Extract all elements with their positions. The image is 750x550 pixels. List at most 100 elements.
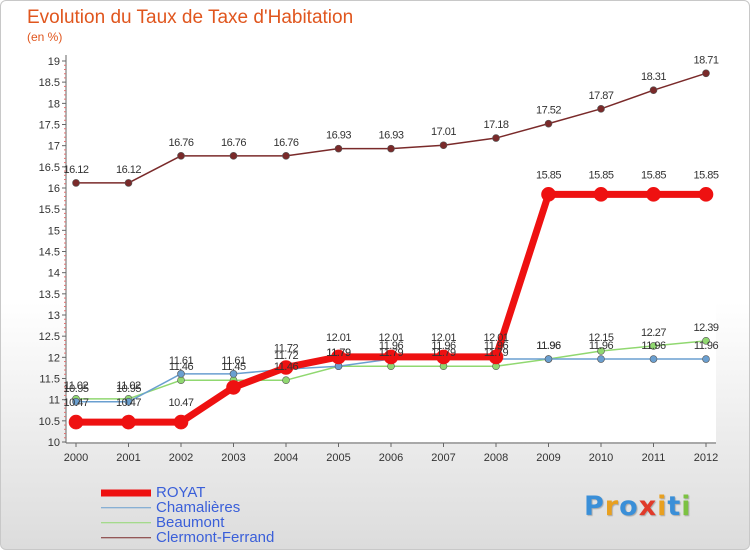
data-point-beaumont bbox=[282, 376, 290, 384]
data-label-clermont-ferrand: 17.01 bbox=[431, 126, 456, 138]
y-tick-label: 16 bbox=[48, 183, 60, 195]
x-tick-label: 2010 bbox=[589, 452, 613, 464]
legend-swatch bbox=[101, 536, 151, 539]
data-point-royat bbox=[646, 187, 661, 202]
data-label-chamalieres: 11.61 bbox=[169, 355, 194, 367]
data-label-chamalieres: 11.96 bbox=[379, 340, 404, 352]
data-point-chamalieres bbox=[124, 397, 133, 406]
data-label-clermont-ferrand: 16.12 bbox=[63, 164, 88, 176]
data-point-royat bbox=[593, 187, 609, 202]
data-label-clermont-ferrand: 16.93 bbox=[326, 130, 351, 142]
y-tick-label: 13.5 bbox=[39, 289, 60, 301]
data-point-clermont-ferrand bbox=[229, 152, 238, 160]
data-point-royat bbox=[173, 414, 189, 430]
data-label-chamalieres: 10.95 bbox=[63, 383, 88, 395]
data-label-royat: 12.01 bbox=[326, 332, 351, 344]
data-point-royat bbox=[488, 349, 504, 365]
data-point-royat bbox=[278, 360, 294, 375]
legend-item-chamalieres: Chamalières bbox=[101, 500, 274, 515]
y-tick-label: 14.5 bbox=[39, 247, 60, 259]
y-tick-label: 15 bbox=[48, 225, 60, 237]
x-tick-label: 2003 bbox=[221, 452, 245, 464]
y-tick-label: 16.5 bbox=[39, 162, 60, 174]
logo-letter: r bbox=[604, 491, 620, 522]
data-label-chamalieres: 11.79 bbox=[326, 347, 351, 359]
data-point-chamalieres bbox=[229, 370, 238, 378]
legend-label: ROYAT bbox=[156, 484, 206, 501]
data-label-beaumont: 11.79 bbox=[431, 347, 456, 359]
x-tick-label: 2006 bbox=[379, 452, 403, 464]
y-tick-label: 10 bbox=[48, 437, 60, 449]
data-label-beaumont: 11.02 bbox=[64, 380, 89, 392]
data-point-clermont-ferrand bbox=[387, 144, 395, 153]
y-tick-label: 12.5 bbox=[39, 331, 60, 343]
data-label-clermont-ferrand: 16.12 bbox=[116, 164, 141, 176]
data-label-chamalieres: 11.96 bbox=[589, 340, 614, 352]
logo-letter: i bbox=[681, 491, 692, 522]
data-label-royat: 12.01 bbox=[431, 332, 456, 344]
data-label-royat: 15.85 bbox=[588, 169, 613, 181]
data-label-beaumont: 11.46 bbox=[274, 361, 299, 373]
data-point-clermont-ferrand bbox=[649, 86, 658, 95]
data-point-chamalieres bbox=[177, 370, 185, 378]
y-tick-label: 17.5 bbox=[39, 120, 60, 132]
legend-label: Clermont-Ferrand bbox=[156, 529, 275, 546]
data-label-royat: 12.01 bbox=[483, 332, 508, 344]
data-label-beaumont: 12.15 bbox=[588, 332, 613, 344]
legend-item-royat: ROYAT bbox=[101, 485, 274, 500]
data-point-chamalieres bbox=[649, 355, 658, 363]
data-label-beaumont: 11.46 bbox=[169, 361, 194, 373]
data-point-clermont-ferrand bbox=[702, 69, 710, 78]
data-point-royat bbox=[436, 349, 451, 365]
data-label-beaumont: 11.79 bbox=[326, 347, 351, 359]
legend-item-beaumont: Beaumont bbox=[101, 515, 274, 530]
data-label-beaumont: 11.45 bbox=[221, 361, 246, 373]
x-tick-label: 2005 bbox=[326, 452, 350, 464]
data-label-beaumont: 11.96 bbox=[536, 340, 561, 352]
x-tick-label: 2012 bbox=[694, 452, 718, 464]
data-point-chamalieres bbox=[597, 355, 605, 363]
y-tick-label: 18.5 bbox=[39, 77, 60, 89]
proxiti-logo: Proxiti bbox=[584, 491, 692, 522]
data-point-royat bbox=[383, 349, 399, 365]
data-point-clermont-ferrand bbox=[72, 179, 80, 187]
data-point-royat bbox=[541, 187, 556, 202]
data-label-royat: 11.72 bbox=[274, 342, 299, 354]
x-tick-label: 2000 bbox=[64, 452, 88, 464]
y-tick-label: 17 bbox=[48, 141, 60, 153]
data-label-clermont-ferrand: 16.76 bbox=[273, 137, 298, 149]
y-tick-label: 15.5 bbox=[39, 204, 60, 216]
legend-swatch bbox=[101, 506, 151, 509]
data-point-royat bbox=[121, 414, 136, 430]
x-tick-label: 2004 bbox=[274, 452, 298, 464]
data-label-beaumont: 11.79 bbox=[484, 347, 509, 359]
data-label-royat: 10.47 bbox=[116, 397, 141, 409]
data-point-chamalieres bbox=[72, 397, 80, 406]
data-label-clermont-ferrand: 17.18 bbox=[483, 119, 508, 131]
data-label-beaumont: 12.27 bbox=[641, 327, 666, 339]
data-label-clermont-ferrand: 18.31 bbox=[641, 71, 666, 83]
data-point-beaumont bbox=[649, 342, 658, 350]
y-tick-label: 10.5 bbox=[39, 416, 60, 428]
y-tick-label: 13 bbox=[48, 310, 60, 322]
data-label-chamalieres: 11.96 bbox=[484, 340, 509, 352]
logo-letter: x bbox=[638, 491, 658, 522]
x-tick-label: 2002 bbox=[169, 452, 193, 464]
data-label-royat: 15.85 bbox=[641, 169, 666, 181]
data-point-royat bbox=[68, 414, 84, 430]
data-label-royat: 10.47 bbox=[63, 397, 88, 409]
y-tick-label: 12 bbox=[48, 352, 60, 364]
data-label-clermont-ferrand: 18.71 bbox=[693, 54, 718, 66]
data-point-beaumont bbox=[597, 347, 605, 355]
legend-swatch bbox=[101, 521, 151, 524]
x-tick-label: 2008 bbox=[484, 452, 508, 464]
data-point-clermont-ferrand bbox=[439, 141, 448, 150]
data-label-royat: 10.47 bbox=[168, 397, 193, 409]
legend-label: Chamalières bbox=[156, 499, 241, 516]
x-tick-label: 2007 bbox=[431, 452, 455, 464]
chart-legend: ROYAT Chamalières Beaumont Clermont-Ferrand bbox=[101, 485, 274, 545]
chart-title: Evolution du Taux de Taxe d'Habitation bbox=[27, 7, 354, 28]
data-point-clermont-ferrand bbox=[544, 119, 553, 128]
